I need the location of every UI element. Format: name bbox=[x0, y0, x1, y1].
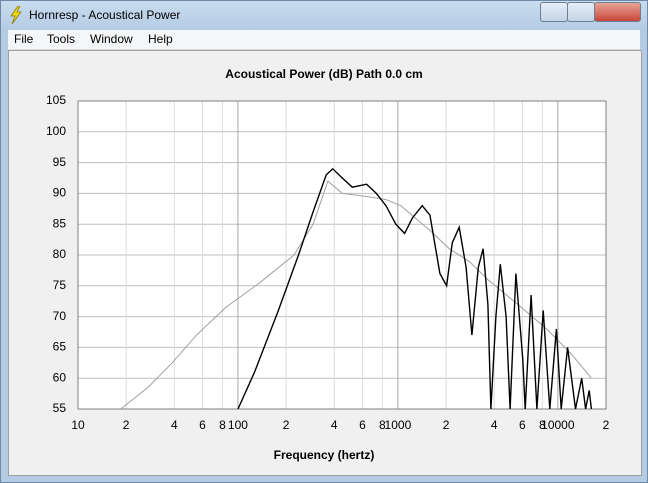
title-bar: Hornresp - Acoustical Power bbox=[1, 1, 647, 29]
x-tick-label: 8 bbox=[219, 418, 226, 432]
menu-bar: File Tools Window Help bbox=[8, 30, 640, 50]
y-tick-label: 90 bbox=[53, 186, 67, 200]
x-tick-label: 2 bbox=[603, 418, 610, 432]
x-tick-label: 4 bbox=[331, 418, 338, 432]
y-tick-label: 75 bbox=[53, 278, 67, 292]
y-tick-label: 80 bbox=[53, 247, 67, 261]
plot-frame bbox=[77, 100, 607, 410]
menu-item[interactable]: Tools bbox=[47, 32, 76, 46]
x-tick-label: 10 bbox=[71, 418, 85, 432]
x-tick-label: 100 bbox=[228, 418, 248, 432]
x-tick-label: 6 bbox=[519, 418, 526, 432]
y-tick-label: 65 bbox=[53, 340, 67, 354]
x-tick-label: 2 bbox=[123, 418, 130, 432]
x-tick-label: 4 bbox=[491, 418, 498, 432]
x-tick-label: 8 bbox=[539, 418, 546, 432]
y-tick-label: 55 bbox=[53, 401, 67, 415]
y-tick-label: 95 bbox=[53, 155, 67, 169]
x-tick-label: 1000 bbox=[385, 418, 412, 432]
x-tick-label: 2 bbox=[443, 418, 450, 432]
chart-title: Acoustical Power (dB) Path 0.0 cm bbox=[225, 67, 422, 81]
y-tick-label: 60 bbox=[53, 370, 67, 384]
x-tick-label: 6 bbox=[359, 418, 366, 432]
menu-item[interactable]: Window bbox=[90, 32, 133, 46]
x-axis-label: Frequency (hertz) bbox=[274, 448, 375, 462]
y-tick-label: 70 bbox=[53, 309, 67, 323]
y-tick-label: 105 bbox=[46, 93, 66, 107]
x-tick-label: 4 bbox=[171, 418, 178, 432]
app-icon bbox=[10, 6, 22, 24]
menu-item[interactable]: File bbox=[14, 32, 34, 46]
line-series bbox=[237, 167, 593, 410]
y-tick-label: 100 bbox=[46, 124, 66, 138]
y-tick-label: 85 bbox=[53, 216, 67, 230]
x-tick-label: 8 bbox=[379, 418, 386, 432]
x-tick-label: 6 bbox=[199, 418, 206, 432]
x-tick-label: 2 bbox=[283, 418, 290, 432]
menu-item[interactable]: Help bbox=[148, 32, 173, 46]
close-button[interactable] bbox=[594, 2, 641, 22]
window-title: Hornresp - Acoustical Power bbox=[29, 8, 181, 22]
x-tick-label: 10000 bbox=[541, 418, 575, 432]
